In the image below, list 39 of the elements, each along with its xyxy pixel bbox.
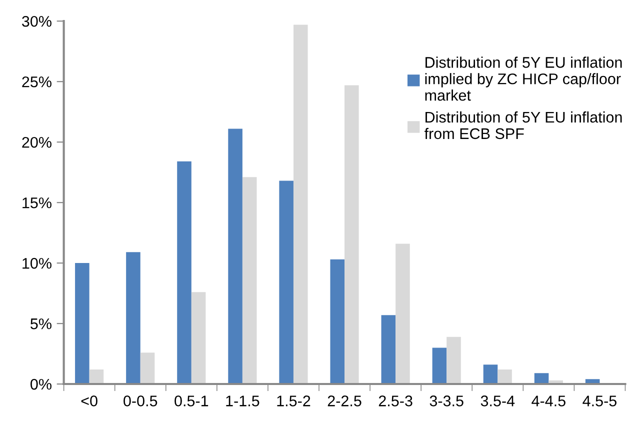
bar [498,370,512,384]
x-tick-label: 2.5-3 [378,396,412,406]
y-tick-label: 5% [30,318,52,330]
y-tick-label: 0% [30,378,52,390]
bar [344,85,359,384]
bar [483,364,498,384]
bar [242,177,257,384]
x-tick-label: 1.5-2 [277,396,310,406]
x-tick-label: 4.5-5 [582,396,616,406]
y-tick-label: 15% [22,197,52,208]
x-tick-label: 0-0.5 [124,396,158,406]
y-tick-label: 10% [22,258,52,269]
y-tick-label: 30% [22,16,52,27]
bar [177,161,192,384]
bar [279,180,294,384]
bar [140,352,155,384]
x-tick-label: 1-1.5 [226,396,260,406]
bar [396,244,410,384]
y-tick-label: 25% [22,76,52,88]
bar [228,128,242,384]
y-tick-label: 20% [22,136,52,148]
x-tick-label: <0 [81,396,98,406]
x-tick-label: 0.5-1 [174,396,208,406]
bar [432,348,447,384]
x-tick-label: 2-2.5 [328,396,362,406]
legend-label: Distribution of 5Y EU inflation implied by ZC HICP cap/floor market [425,56,622,101]
x-tick-label: 3-3.5 [430,396,464,406]
bar [75,263,90,384]
bar [330,259,345,384]
x-tick-label: 4-4.5 [532,396,566,406]
bar [126,252,140,384]
bar [191,292,206,384]
bar [293,24,308,384]
bar [446,336,461,384]
x-tick-label: 3.5-4 [480,396,515,406]
bar [381,315,396,384]
bar [89,370,104,384]
legend-label: Distribution of 5Y EU inflation from ECB SPF [424,111,622,140]
bar [534,373,549,384]
